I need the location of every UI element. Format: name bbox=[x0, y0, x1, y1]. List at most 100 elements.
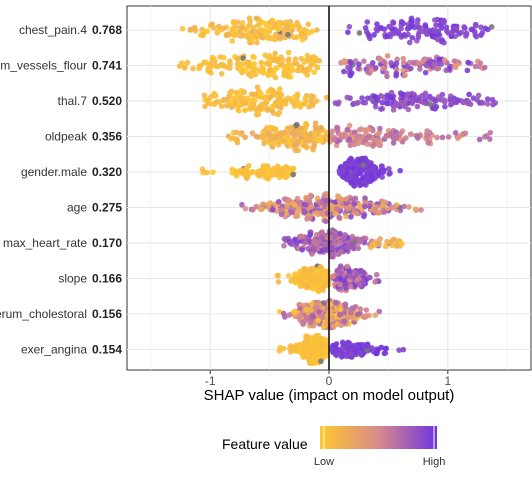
shap-point bbox=[230, 95, 236, 101]
shap-point bbox=[400, 91, 406, 98]
shap-point bbox=[296, 65, 303, 71]
shap-point bbox=[279, 98, 285, 105]
shap-point bbox=[260, 35, 267, 41]
x-axis-ticks: -1 0 1 bbox=[205, 370, 451, 388]
shap-point bbox=[284, 202, 290, 209]
shap-point bbox=[351, 201, 358, 207]
shap-point bbox=[308, 203, 315, 210]
shap-point bbox=[336, 198, 343, 204]
shap-point bbox=[262, 163, 269, 169]
shap-point bbox=[299, 247, 305, 253]
shap-point bbox=[262, 101, 268, 107]
shap-point bbox=[250, 104, 257, 111]
shap-point bbox=[293, 121, 300, 128]
shap-point bbox=[294, 61, 300, 67]
shap-point bbox=[238, 65, 244, 72]
shap-point bbox=[416, 29, 423, 36]
shap-point bbox=[396, 347, 402, 353]
shap-point bbox=[253, 66, 259, 72]
shap-point bbox=[334, 321, 340, 328]
shap-point bbox=[348, 241, 355, 248]
shap-point bbox=[293, 348, 299, 354]
shap-point bbox=[275, 272, 281, 279]
x-tick-label: -1 bbox=[205, 374, 216, 388]
shap-point bbox=[376, 170, 382, 177]
shap-point bbox=[354, 311, 361, 318]
shap-point bbox=[374, 97, 381, 104]
shap-point bbox=[467, 101, 474, 108]
shap-point bbox=[409, 22, 415, 29]
shap-point bbox=[310, 144, 316, 151]
shap-point bbox=[452, 99, 458, 106]
shap-point bbox=[441, 57, 448, 63]
shap-point bbox=[237, 28, 244, 35]
shap-point bbox=[248, 37, 255, 44]
shap-point bbox=[380, 65, 386, 72]
shap-point bbox=[303, 353, 310, 360]
shap-point bbox=[304, 56, 310, 63]
shap-point bbox=[298, 312, 304, 318]
shap-point bbox=[343, 200, 350, 206]
shap-point bbox=[434, 36, 441, 43]
shap-point bbox=[357, 306, 364, 313]
shap-point bbox=[347, 273, 354, 280]
shap-point bbox=[391, 204, 398, 210]
shap-point bbox=[356, 30, 363, 36]
shap-point bbox=[314, 336, 321, 343]
shap-point bbox=[312, 271, 319, 278]
shap-point bbox=[376, 308, 383, 315]
feature-value-label: 0.356 bbox=[92, 130, 122, 144]
shap-point bbox=[345, 205, 352, 212]
shap-point bbox=[361, 314, 368, 321]
shap-point bbox=[346, 122, 353, 129]
shap-point bbox=[348, 70, 355, 76]
shap-point bbox=[365, 69, 371, 75]
shap-point bbox=[441, 97, 448, 103]
shap-point bbox=[242, 205, 249, 212]
shap-point bbox=[312, 354, 319, 361]
shap-point bbox=[201, 92, 208, 99]
shap-point bbox=[253, 133, 260, 140]
shap-point bbox=[245, 23, 251, 30]
shap-point bbox=[445, 134, 452, 140]
shap-point bbox=[435, 65, 442, 72]
shap-point bbox=[252, 71, 259, 78]
shap-point bbox=[271, 92, 278, 98]
shap-point bbox=[227, 61, 233, 67]
shap-point bbox=[360, 279, 366, 285]
shap-point bbox=[190, 26, 197, 33]
shap-point bbox=[229, 28, 236, 34]
shap-point bbox=[310, 277, 316, 284]
shap-point bbox=[278, 139, 284, 145]
shap-point bbox=[227, 90, 233, 96]
shap-point bbox=[351, 141, 358, 148]
shap-point bbox=[479, 29, 486, 36]
legend-high-label: High bbox=[423, 456, 446, 468]
shap-point bbox=[225, 31, 232, 38]
shap-point bbox=[402, 72, 408, 79]
shap-point bbox=[315, 317, 322, 324]
shap-point bbox=[337, 248, 344, 255]
shap-point bbox=[302, 142, 308, 149]
shap-point bbox=[309, 301, 316, 307]
shap-point bbox=[291, 132, 298, 139]
feature-value-label: 0.154 bbox=[92, 343, 122, 357]
shap-point bbox=[230, 19, 237, 25]
shap-point bbox=[308, 307, 314, 314]
shap-point bbox=[358, 238, 364, 245]
shap-point bbox=[287, 141, 294, 148]
shap-point bbox=[297, 305, 303, 312]
shap-point bbox=[400, 346, 407, 353]
shap-point bbox=[346, 268, 353, 275]
shap-point bbox=[352, 129, 358, 135]
shap-point bbox=[388, 89, 395, 96]
shap-point bbox=[256, 106, 263, 112]
shap-point bbox=[278, 211, 285, 218]
shap-point bbox=[344, 263, 351, 270]
shap-point bbox=[397, 130, 404, 137]
shap-point bbox=[447, 96, 453, 103]
shap-point bbox=[233, 172, 240, 179]
shap-point bbox=[431, 17, 438, 23]
x-axis-label: SHAP value (impact on model output) bbox=[204, 387, 455, 404]
shap-point bbox=[442, 103, 448, 110]
